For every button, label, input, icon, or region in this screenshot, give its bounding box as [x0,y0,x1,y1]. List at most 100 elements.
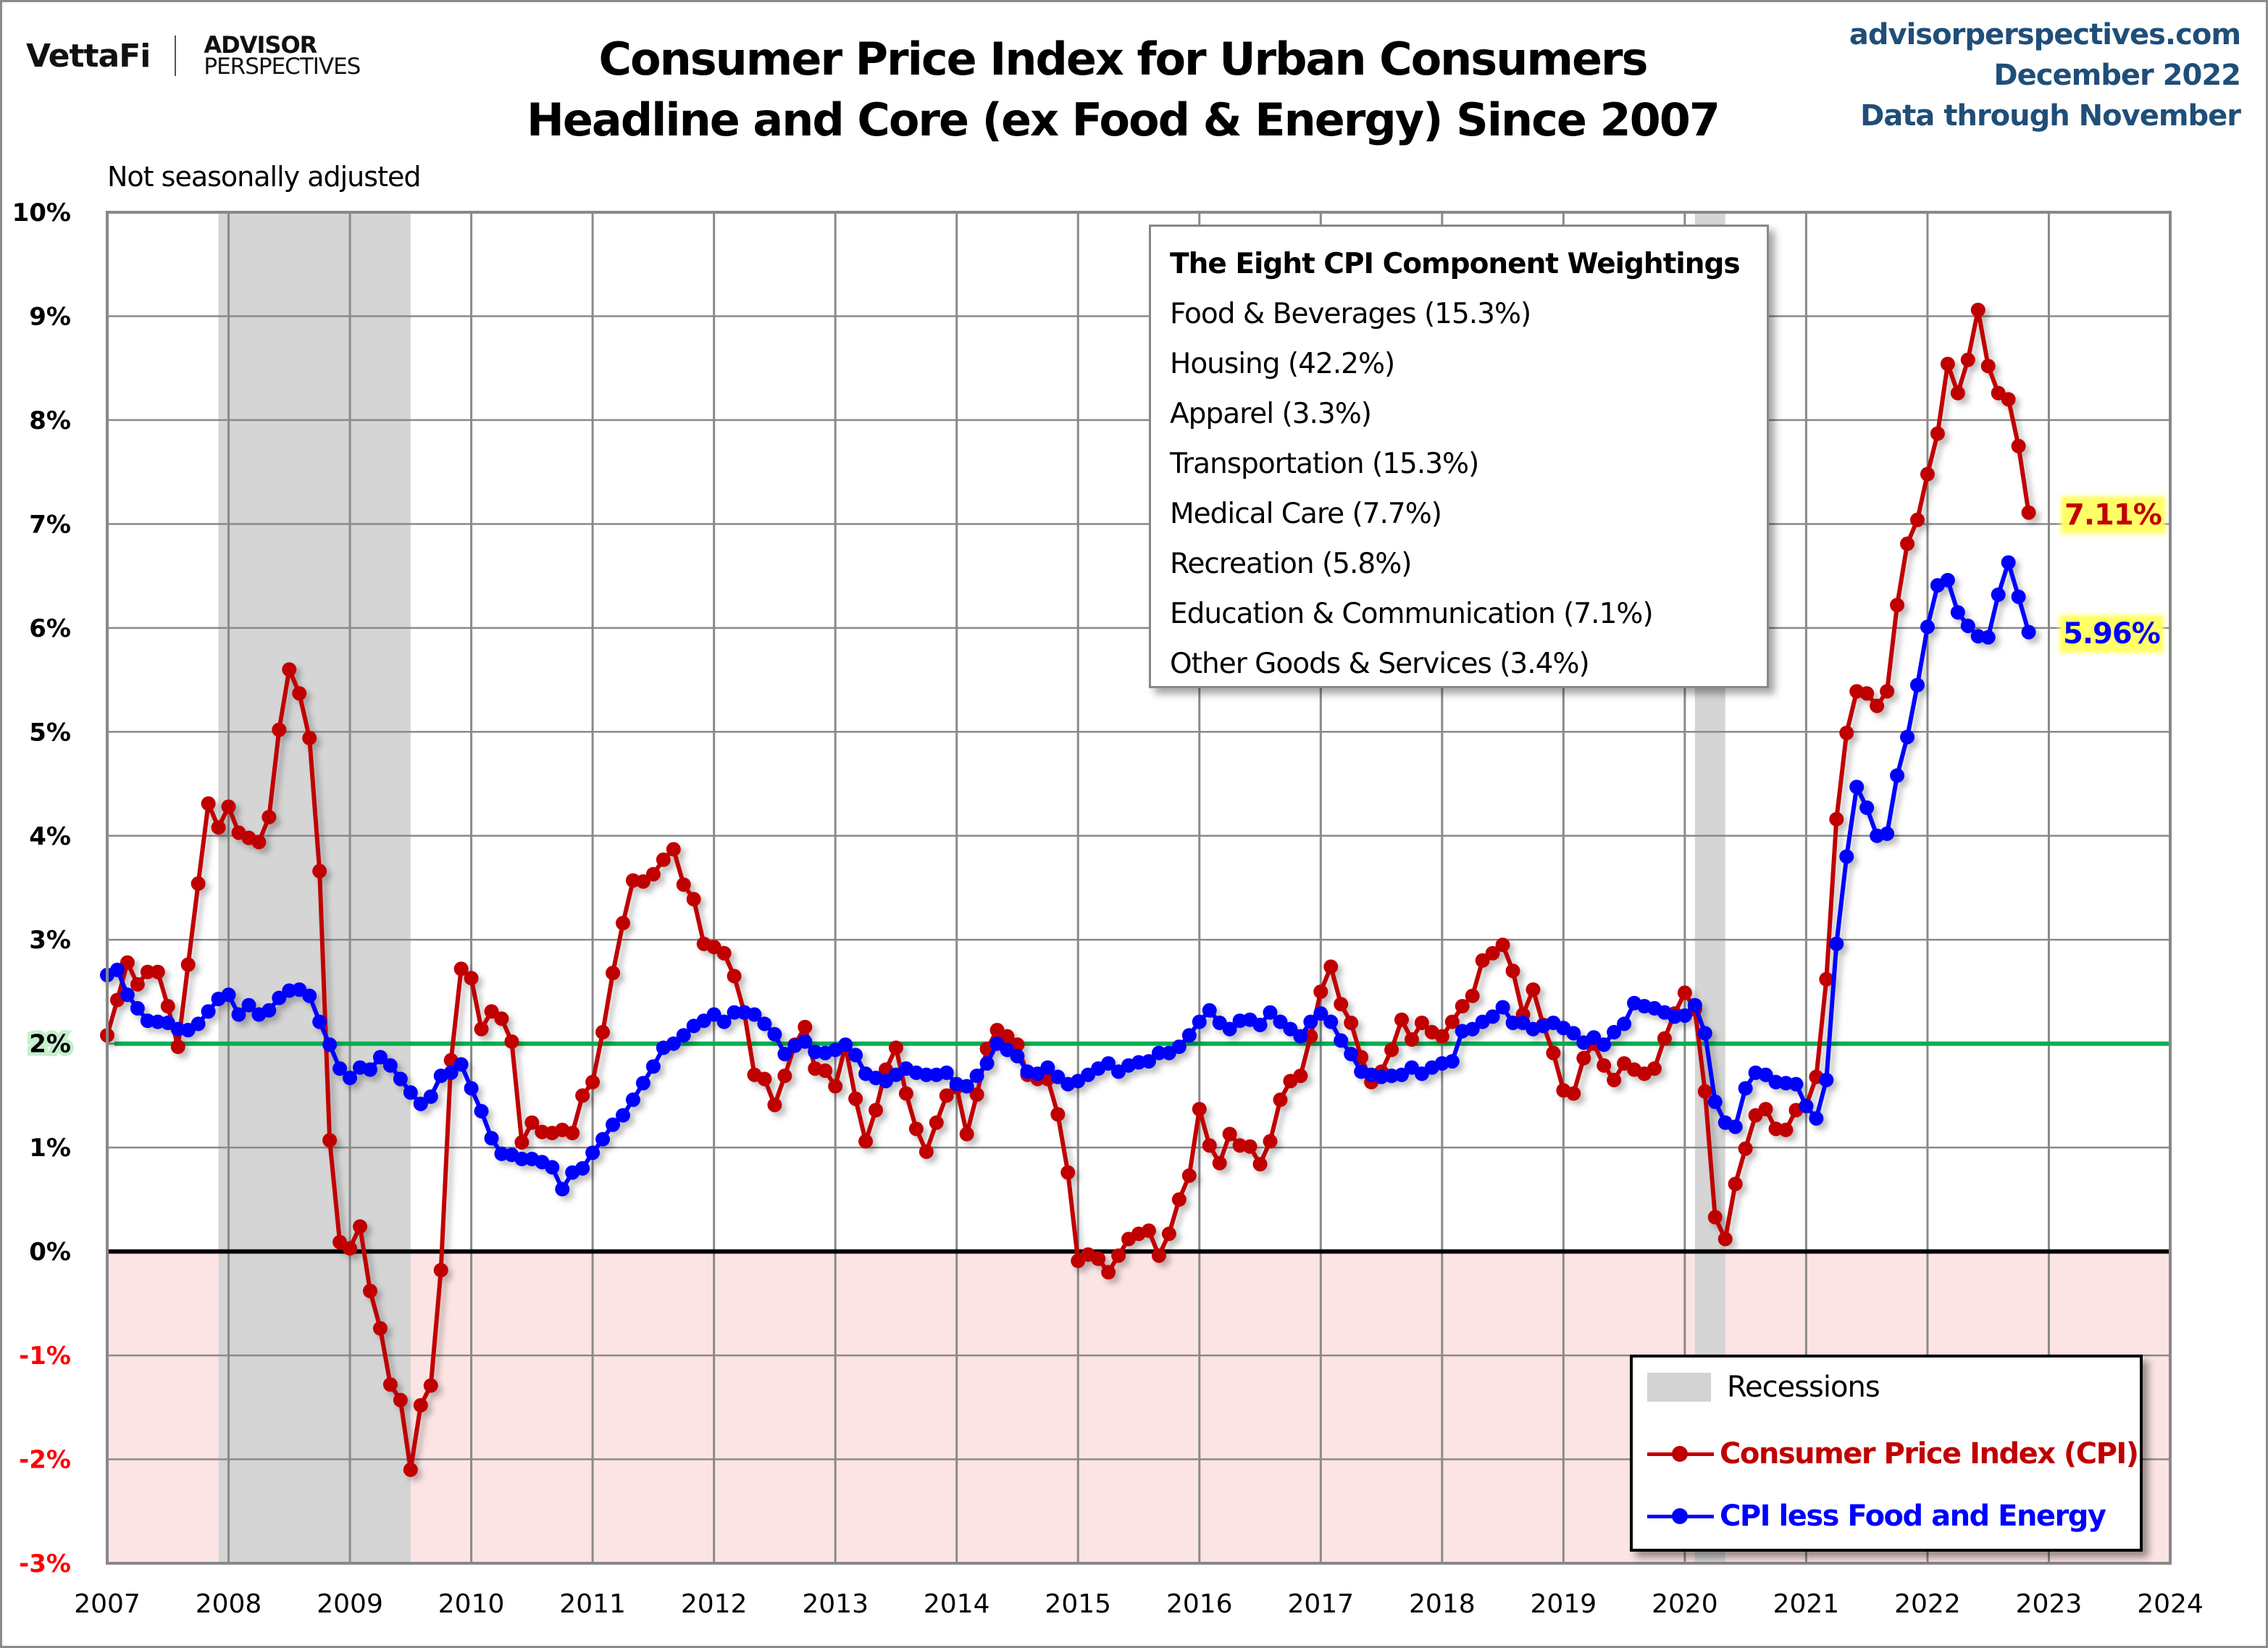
cpi-point [1313,984,1328,999]
core-point [1738,1081,1753,1096]
x-tick-label: 2015 [1045,1589,1111,1619]
cpi-point [160,999,175,1014]
core-point [635,1076,650,1091]
y-tick-label: -1% [19,1342,71,1371]
core-point [1151,1045,1166,1061]
weighting-item: Recreation (5.8%) [1170,548,1412,580]
core-point [1222,1021,1237,1037]
cpi-point [1597,1058,1612,1073]
core-point [1607,1024,1622,1040]
recession-band [218,212,411,1563]
cpi-point [1151,1248,1166,1263]
core-point [1697,1026,1712,1041]
cpi-point [1101,1265,1116,1280]
cpi-point [676,877,691,892]
chart-title-line1: Consumer Price Index for Urban Consumers [598,33,1649,85]
core-point [1263,1005,1278,1020]
cpi-point [1890,598,1905,613]
core-point [727,1005,742,1020]
core-point [464,1081,479,1096]
cpi-point [1323,959,1339,974]
core-point [1687,997,1702,1013]
cpi-point [1526,982,1541,997]
axes: 10% 9% 8% 7% 6% 5% 4% 3% 2% 1% 0% -1% -2% -3%2007 2008… [12,198,2204,1619]
core-point [2001,555,2016,570]
core-point [1980,629,1996,645]
cpi-point [818,1063,833,1078]
weighting-item: Education & Communication (7.1%) [1170,598,1654,630]
core-point [666,1036,681,1051]
cpi-point [1293,1068,1308,1084]
cpi-point [372,1321,388,1336]
cpi-point [1707,1210,1723,1225]
cpi-point [969,1087,984,1102]
cpi-point [939,1088,954,1103]
cpi-point [120,955,135,970]
cpi-point [504,1034,519,1049]
cpi-point [798,1019,813,1034]
core-point [716,1014,732,1029]
cpi-point [514,1134,530,1150]
cpi-point [1404,1032,1419,1047]
core-point [382,1058,398,1073]
cpi-point [828,1079,843,1094]
cpi-point [1273,1092,1288,1108]
core-point [302,988,317,1003]
weighting-item: Food & Beverages (15.3%) [1170,298,1531,330]
cpi-point [191,876,206,891]
core-point [221,987,236,1003]
chart-title: Consumer Price Index for Urban Consumers… [406,29,1840,151]
cpi-point [869,1103,884,1118]
core-point [403,1085,418,1100]
core-point [2021,624,2036,640]
x-tick-label: 2008 [196,1589,262,1619]
weightings-title: The Eight CPI Component Weightings [1170,248,1741,280]
cpi-point [282,662,297,677]
cpi-point [908,1121,924,1137]
core-point [1991,587,2006,602]
cpi-point [1697,1084,1712,1099]
core-point [272,990,287,1005]
logo-divider [175,35,177,76]
core-point [241,997,256,1013]
x-tick-label: 2020 [1652,1589,1718,1619]
vettafi-logo: VettaFi [26,37,151,75]
core-point [453,1057,469,1072]
x-tick-label: 2022 [1894,1589,1961,1619]
core-point [545,1160,560,1175]
cpi-point [1909,512,1925,527]
cpi-point [1303,1029,1318,1044]
core-point [514,1151,530,1166]
y-tick-label: 3% [29,926,71,955]
core-point [1829,936,1844,951]
cpi-point [888,1040,903,1055]
cpi-point [1444,1014,1460,1029]
core-point [798,1034,813,1049]
cpi-point [1202,1138,1217,1153]
cpi-point [666,842,681,857]
cpi-point [1161,1226,1176,1242]
legend-label-core: CPI less Food and Energy [1720,1499,2106,1533]
cpi-point [919,1144,934,1159]
core-point [555,1181,570,1197]
cpi-point [1212,1155,1227,1171]
core-point [1809,1110,1824,1126]
cpi-point [1870,698,1885,714]
core-point [130,1000,145,1016]
core-point [1202,1003,1217,1018]
core-point [443,1065,459,1080]
weighting-item: Other Goods & Services (3.4%) [1170,648,1590,680]
core-point [1960,618,1975,633]
cpi-point [150,964,165,979]
cpi-point [1950,385,1965,401]
core-last-value-label: 5.96% [2062,617,2162,651]
core-point [1788,1076,1804,1092]
cpi-point [606,966,621,981]
cpi-point [464,971,479,986]
cpi-point [1050,1107,1066,1122]
y-tick-label: 7% [29,510,71,539]
x-tick-label: 2023 [2016,1589,2083,1619]
cpi-point [565,1126,580,1141]
x-tick-label: 2013 [802,1589,869,1619]
